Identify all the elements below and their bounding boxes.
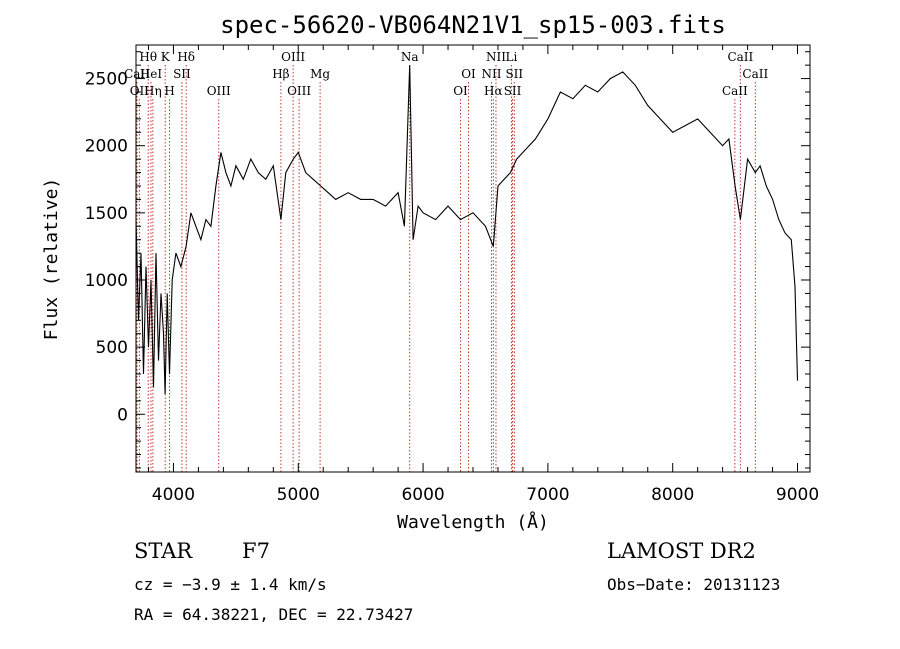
redshift-text: cz = −3.9 ± 1.4 km/s bbox=[134, 575, 327, 594]
x-axis: 4000 5000 6000 7000 8000 9000 bbox=[147, 45, 819, 505]
line-label: H bbox=[164, 84, 174, 98]
line-label: SII bbox=[504, 84, 522, 98]
line-label: NII bbox=[481, 67, 501, 81]
x-tick-label: 4000 bbox=[152, 485, 195, 505]
line-label: K bbox=[161, 50, 171, 64]
line-label: Na bbox=[401, 50, 419, 64]
x-tick-label: 8000 bbox=[651, 485, 694, 505]
y-tick-label: 2000 bbox=[85, 137, 128, 157]
line-label: OII bbox=[130, 84, 150, 98]
line-label: OI bbox=[453, 84, 468, 98]
line-label: SII bbox=[505, 67, 523, 81]
object-subclass: F7 bbox=[242, 539, 270, 563]
line-label: OI bbox=[461, 67, 476, 81]
line-label: Hδ bbox=[177, 50, 195, 64]
line-label: CaII bbox=[742, 67, 768, 81]
line-label: Hθ bbox=[139, 50, 157, 64]
x-tick-label: 7000 bbox=[526, 485, 569, 505]
coordinates-text: RA = 64.38221, DEC = 22.73427 bbox=[134, 605, 413, 624]
line-label: NII bbox=[486, 50, 506, 64]
line-markers bbox=[136, 65, 756, 472]
line-label: Hα bbox=[484, 84, 503, 98]
line-label: SII bbox=[173, 67, 191, 81]
line-label: Hβ bbox=[272, 67, 289, 81]
spectrum-series bbox=[135, 65, 799, 395]
object-class: STAR bbox=[134, 539, 193, 563]
line-label: CaII bbox=[727, 50, 753, 64]
x-tick-label: 9000 bbox=[776, 485, 819, 505]
y-axis-label: Flux (relative) bbox=[41, 178, 62, 341]
y-tick-label: 500 bbox=[96, 338, 128, 358]
line-label: Mg bbox=[310, 67, 330, 81]
x-tick-label: 6000 bbox=[401, 485, 444, 505]
plot-frame bbox=[135, 44, 811, 473]
line-label: Li bbox=[506, 50, 518, 64]
y-tick-label: 1000 bbox=[85, 271, 128, 291]
line-label: CaII bbox=[722, 84, 748, 98]
x-tick-label: 5000 bbox=[277, 485, 320, 505]
x-axis-label: Wavelength (Å) bbox=[397, 511, 549, 533]
y-tick-label: 1500 bbox=[85, 204, 128, 224]
y-tick-label: 2500 bbox=[85, 70, 128, 90]
chart-title: spec-56620-VB064N21V1_sp15-003.fits bbox=[220, 11, 726, 39]
line-label: HeI bbox=[140, 67, 163, 81]
survey-name: LAMOST DR2 bbox=[607, 539, 756, 563]
y-tick-label: 0 bbox=[117, 405, 128, 425]
line-label: OIII bbox=[287, 84, 311, 98]
line-label: Hη bbox=[144, 84, 162, 98]
line-label: CaII bbox=[124, 67, 150, 81]
line-label: OIII bbox=[207, 84, 231, 98]
line-label: OIII bbox=[281, 50, 305, 64]
y-axis: 0 500 1000 1500 2000 2500 bbox=[85, 51, 810, 469]
obs-date-text: Obs−Date: 20131123 bbox=[607, 575, 780, 594]
